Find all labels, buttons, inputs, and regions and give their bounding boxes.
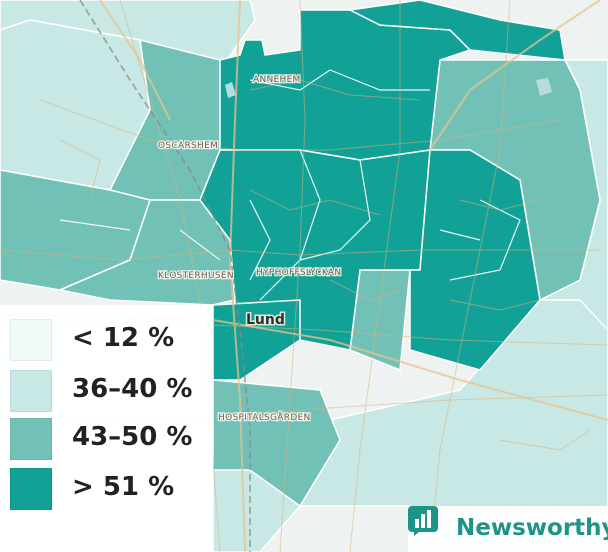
pond — [536, 78, 552, 96]
label-oscarshem: OSCARSHEM — [158, 141, 218, 151]
label-hyphoffslyckan: HYPHOFFSLYCKAN — [256, 268, 341, 278]
legend-swatch — [10, 319, 52, 361]
district-north-east-top — [347, 0, 566, 61]
legend-label: 43–50 % — [72, 422, 193, 452]
label-annehem: ANNEHEM — [253, 75, 301, 85]
label-hospitalsgarden: HOSPITALSGÅRDEN — [218, 411, 311, 423]
legend-label: 36–40 % — [72, 374, 193, 404]
label-klosterhusen: KLOSTERHUSEN — [158, 271, 234, 281]
legend-swatch — [10, 418, 52, 460]
pond — [225, 82, 236, 98]
railway-line — [79, 0, 251, 552]
legend-label: > 51 % — [72, 472, 175, 502]
district-south-west — [212, 379, 341, 508]
legend-swatch — [10, 370, 52, 412]
newsworthy-brand: Newsworthy — [408, 506, 608, 552]
label-city-lund: Lund — [246, 312, 285, 328]
legend-swatch — [10, 468, 52, 510]
legend-item: < 12 % — [10, 319, 210, 361]
legend-label: < 12 % — [72, 323, 175, 353]
brand-name: Newsworthy — [456, 515, 608, 541]
legend-item: 36–40 % — [10, 370, 210, 412]
district-east-dark — [409, 149, 541, 371]
bar-chart-logo-icon — [408, 506, 438, 536]
legend-item: > 51 % — [10, 468, 210, 510]
map-legend: < 12 % 36–40 % 43–50 % > 51 % — [0, 305, 213, 552]
legend-item: 43–50 % — [10, 418, 210, 460]
